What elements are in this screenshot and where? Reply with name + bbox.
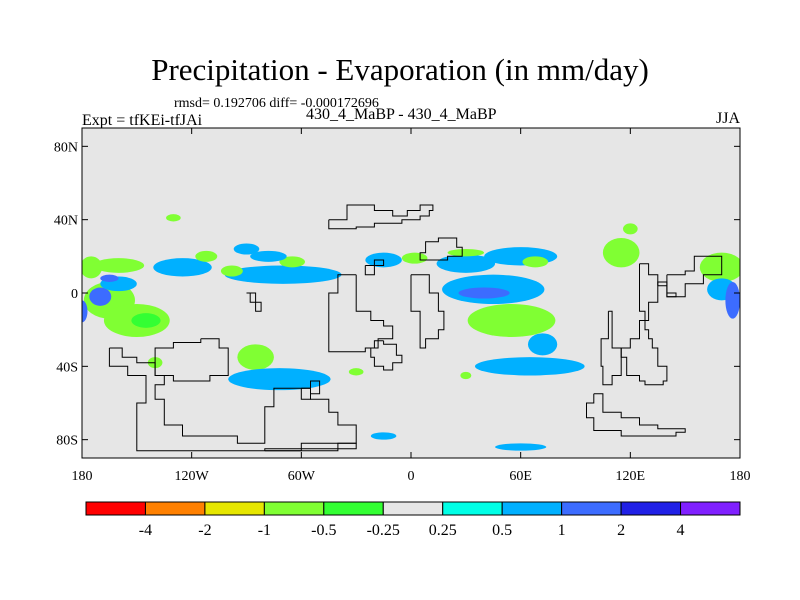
field-patch xyxy=(495,443,547,451)
coastline xyxy=(620,263,668,386)
colorbar-label: 0.5 xyxy=(492,522,512,539)
coastline xyxy=(419,237,463,261)
field-patch xyxy=(460,371,472,380)
field-patch xyxy=(166,214,181,222)
coastline-layer xyxy=(108,204,723,452)
field-patch xyxy=(725,282,740,319)
field-patch xyxy=(348,368,364,376)
x-tick-label: 120W xyxy=(175,469,210,484)
x-tick-label: 60E xyxy=(509,469,532,484)
field-patch xyxy=(474,357,585,376)
field-patch xyxy=(250,250,287,262)
colorbar-label: -0.5 xyxy=(311,522,336,539)
y-tick-label: 40N xyxy=(54,214,78,229)
coastline xyxy=(108,347,357,452)
colorbar-box xyxy=(263,501,325,516)
axis-ticks: 180 120W 60W 0 60E 120E 180 80N 40N 0 40S 80S xyxy=(54,128,751,484)
x-tick-label: 0 xyxy=(408,469,415,484)
field-patch xyxy=(82,300,88,323)
colorbar-label: -2 xyxy=(198,522,211,539)
x-tick-label: 120E xyxy=(616,469,646,484)
experiment-label: Expt = tfKEi-tfJAi xyxy=(82,112,203,129)
field-patch xyxy=(237,344,274,370)
coastline xyxy=(264,442,357,452)
colorbar-box xyxy=(561,501,622,516)
coastline xyxy=(586,393,686,437)
field-patch xyxy=(458,287,510,299)
coastline xyxy=(410,274,445,349)
field-patch xyxy=(220,265,243,277)
field-patch xyxy=(228,368,331,391)
field-patch xyxy=(447,249,485,257)
colorbar-label: -0.25 xyxy=(367,522,400,539)
field-patch xyxy=(100,274,119,283)
colorbar: -4 -2 -1 -0.5 -0.25 0.25 0.5 1 2 4 xyxy=(85,501,741,539)
colorbar-label: -4 xyxy=(139,522,152,539)
coastline xyxy=(300,380,321,400)
y-tick-label: 80S xyxy=(56,434,78,449)
field-patch xyxy=(602,238,640,268)
colorbar-label: -1 xyxy=(258,522,271,539)
field-patch xyxy=(131,313,161,328)
coastline xyxy=(364,259,385,276)
field-patch xyxy=(467,304,556,337)
colorbar-box xyxy=(204,501,265,516)
field-patch xyxy=(195,250,218,262)
stats-line: rmsd= 0.192706 diff= -0.000172696 xyxy=(174,96,379,111)
x-tick-label: 180 xyxy=(730,469,751,484)
colorbar-box xyxy=(144,501,206,516)
coastline xyxy=(600,310,622,386)
field-patch xyxy=(233,243,260,255)
season-label: JJA xyxy=(716,110,741,127)
field-patch xyxy=(224,265,342,284)
colorbar-box xyxy=(501,501,563,516)
field-patch xyxy=(623,223,638,235)
coastline xyxy=(328,204,434,230)
y-tick-label: 0 xyxy=(71,287,78,302)
colorbar-box xyxy=(442,501,503,516)
coastline xyxy=(328,274,394,353)
x-tick-label: 60W xyxy=(288,469,316,484)
colorbar-label: 2 xyxy=(617,522,625,539)
y-tick-label: 40S xyxy=(56,360,78,375)
field-patch xyxy=(153,258,212,277)
colorbar-box xyxy=(620,501,682,516)
colorbar-box xyxy=(382,501,444,516)
colorbar-label: 1 xyxy=(558,522,566,539)
field-patch xyxy=(401,252,428,264)
coastline xyxy=(657,281,677,298)
field-patch xyxy=(527,333,558,356)
coastline xyxy=(246,292,262,312)
field-layer xyxy=(82,214,740,451)
field-patch xyxy=(92,258,145,273)
colorbar-box xyxy=(680,501,741,516)
field-patch xyxy=(279,256,305,268)
chart-title: Precipitation - Evaporation (in mm/day) xyxy=(151,52,649,87)
case-label: 430_4_MaBP - 430_4_MaBP xyxy=(306,106,497,123)
coastline xyxy=(154,338,229,382)
field-patch xyxy=(436,254,496,273)
field-patch xyxy=(89,287,112,306)
field-patch xyxy=(370,432,397,440)
field-patch xyxy=(522,256,549,268)
x-tick-label: 180 xyxy=(72,469,93,484)
colorbar-box xyxy=(323,501,384,516)
y-tick-label: 80N xyxy=(54,140,78,155)
colorbar-label: 4 xyxy=(677,522,685,539)
colorbar-label: 0.25 xyxy=(429,522,457,539)
colorbar-box xyxy=(85,501,146,516)
